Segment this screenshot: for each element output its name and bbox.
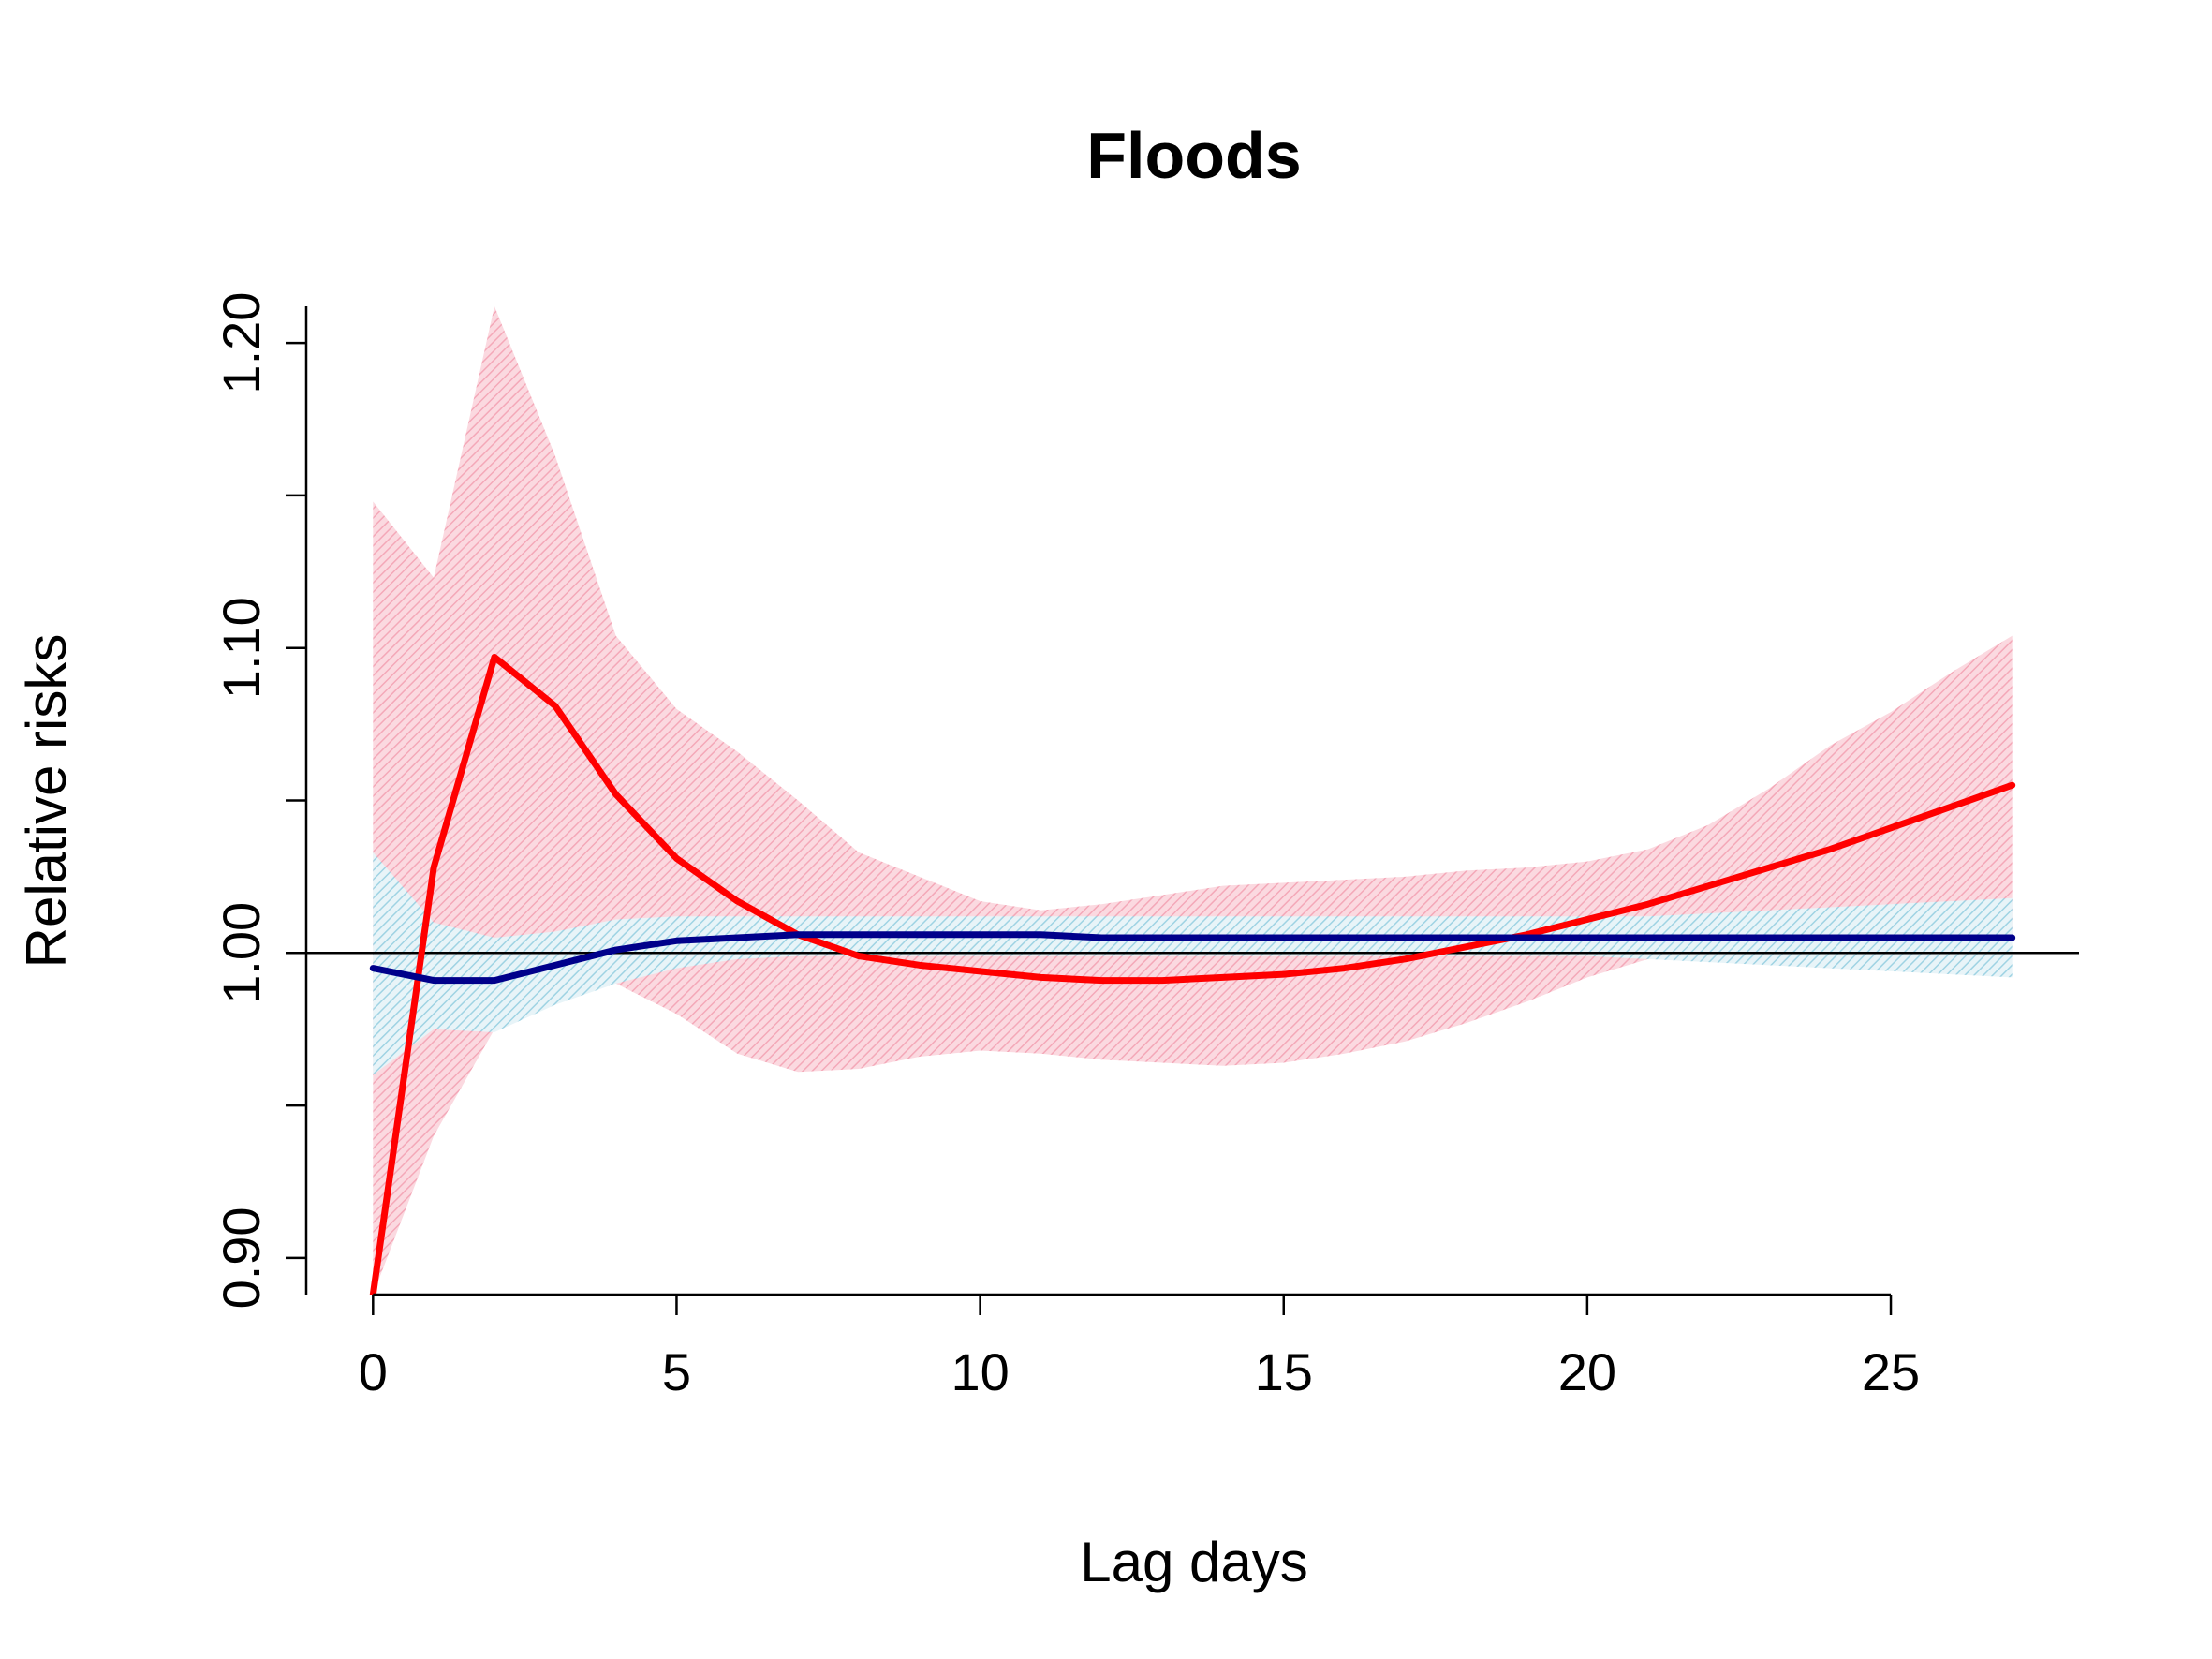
y-axis-title: Relative risks <box>15 634 78 969</box>
confidence-bands <box>373 306 2013 1295</box>
series-line-2 <box>369 931 2016 985</box>
x-tick-label: 10 <box>951 1342 1009 1401</box>
y-tick-label: 1.00 <box>212 902 271 1004</box>
y-tick-label: 0.90 <box>212 1207 271 1309</box>
x-axis-title: Lag days <box>1080 1531 1308 1593</box>
confidence-band-1 <box>373 306 2013 1295</box>
axes: 0 5 10 15 20 25 0.90 1.00 1.10 1.20 <box>212 292 1920 1401</box>
x-tick-label: 20 <box>1558 1342 1616 1401</box>
confidence-band-2 <box>373 852 2013 1075</box>
chart-title: Floods <box>1086 119 1301 192</box>
x-tick-label: 5 <box>662 1342 691 1401</box>
x-tick-label: 25 <box>1862 1342 1920 1401</box>
x-tick-label: 15 <box>1255 1342 1313 1401</box>
x-tick-label: 0 <box>359 1342 388 1401</box>
y-tick-label: 1.10 <box>212 597 271 699</box>
plot-area <box>306 306 2079 1295</box>
series-lines <box>369 653 2016 1295</box>
y-tick-label: 1.20 <box>212 292 271 394</box>
series-line-1 <box>369 653 2016 1295</box>
